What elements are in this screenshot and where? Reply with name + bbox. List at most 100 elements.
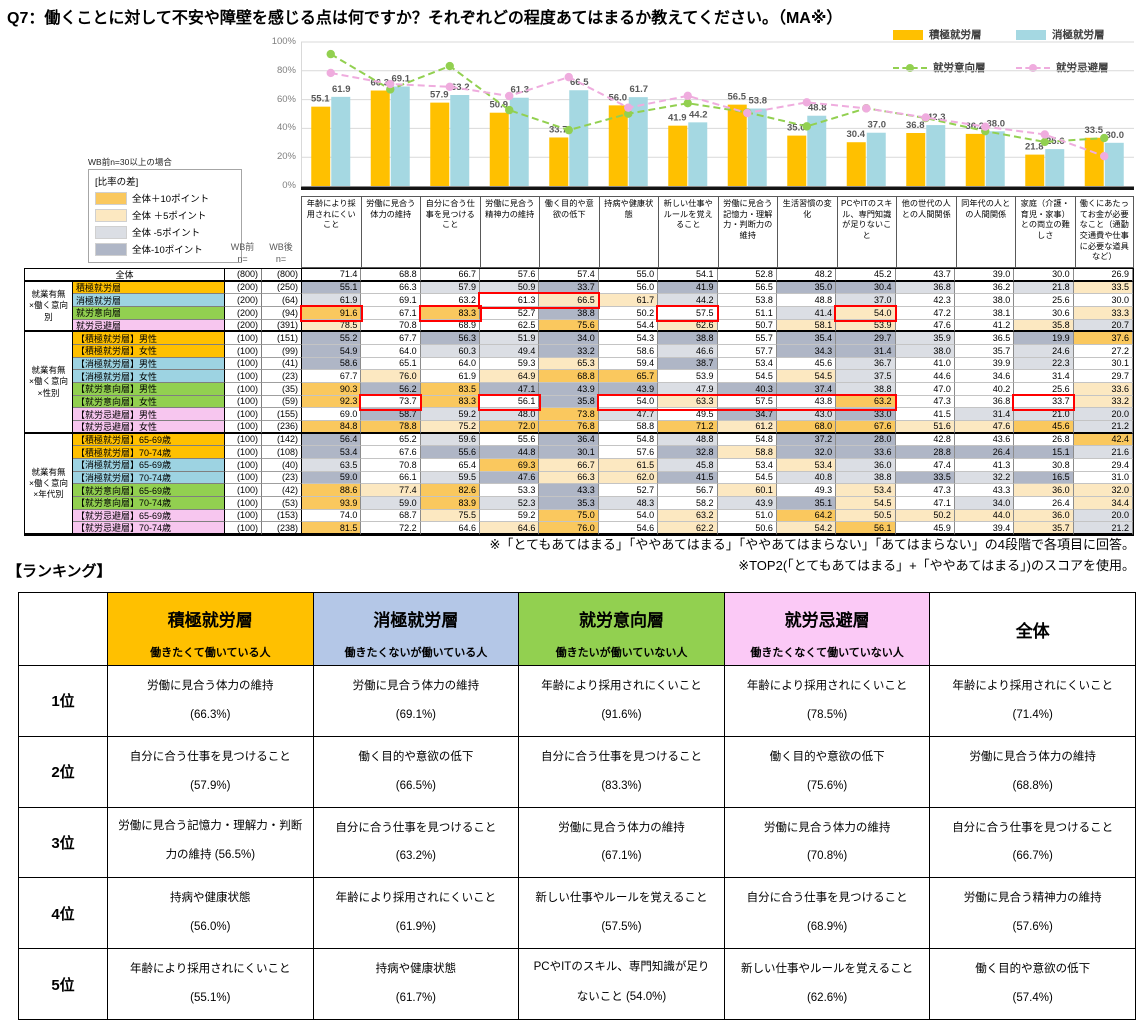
table-cell: 53.4: [302, 446, 362, 459]
bar-label: 41.9: [668, 113, 687, 124]
table-cell: 50.2: [598, 307, 659, 320]
table-cell: 30.1: [539, 446, 599, 459]
table-cell: 76.8: [539, 421, 599, 434]
ranking-item-pct: (71.4%): [1012, 708, 1053, 721]
table-cell: 31.4: [1014, 370, 1074, 383]
table-cell: 50.6: [717, 522, 777, 535]
table-row-label: 【就労忌避層】70-74歳: [73, 522, 225, 535]
diff-legend-swatch: [95, 208, 127, 222]
table-cell: 24.6: [1014, 345, 1074, 358]
ranking-item-pct: (78.5%): [806, 708, 848, 721]
ranking-item-pct: (57.9%): [190, 779, 231, 792]
table-cell: 41.5: [895, 408, 955, 421]
table-cell: 53.4: [836, 484, 896, 497]
diff-legend-title: [比率の差]: [95, 177, 139, 188]
table-cell: 25.6: [1014, 294, 1074, 307]
table-n-value: (200): [225, 307, 262, 320]
table-cell: 30.8: [1014, 459, 1074, 472]
table-cell: 38.7: [658, 357, 718, 371]
bar-shokyoku: [926, 125, 946, 186]
ranking-item-name: 自分に合う仕事を見つけること: [335, 821, 497, 834]
line-marker: [1100, 151, 1109, 161]
bar-shokyoku: [331, 96, 351, 186]
table-cell: 39.0: [954, 269, 1015, 282]
table-cell: 27.2: [1073, 345, 1133, 358]
table-cell: 38.8: [658, 332, 718, 345]
table-cell: 63.3: [658, 395, 718, 409]
table-cell: 47.4: [895, 459, 955, 472]
table-cell: 48.2: [776, 269, 837, 282]
ranking-item-cell: 労働に見合う体力の維持 (69.1%): [312, 665, 519, 736]
table-cell: 37.6: [1073, 332, 1133, 345]
ranking-item-pct: (70.8%): [806, 850, 848, 863]
table-cell: 42.4: [1073, 433, 1133, 447]
ranking-column-name: 積極就労層: [167, 611, 253, 630]
y-axis-tick: 40%: [276, 122, 296, 134]
table-cell: 76.0: [361, 370, 421, 383]
table-cell: 61.7: [598, 294, 659, 307]
table-cell: 34.6: [954, 370, 1015, 383]
legend-label: 消極就労層: [1052, 29, 1105, 41]
table-row-label: 【消極就労層】女性: [73, 370, 225, 383]
table-cell: 39.9: [954, 357, 1015, 371]
ranking-item-pct: (91.6%): [601, 708, 642, 721]
ranking-item-cell: 年齢により採用されにくいこと (91.6%): [518, 665, 724, 736]
line-marker: [1040, 137, 1049, 147]
bar-label: 37.0: [868, 120, 887, 131]
table-n-value: (23): [262, 471, 302, 485]
ranking-item-pct: (57.6%): [1012, 921, 1053, 934]
table-cell: 90.3: [302, 383, 362, 396]
bar-label: 33.7: [549, 124, 568, 135]
table-cell: 66.1: [361, 471, 421, 485]
bar-label: 44.2: [689, 109, 708, 120]
legend-item-shokyoku: 消極就労層: [1016, 27, 1105, 42]
table-cell: 29.4: [1073, 459, 1133, 472]
table-cell: 59.3: [480, 357, 540, 371]
table-cell: 54.6: [598, 522, 659, 535]
y-axis-tick: 80%: [276, 64, 296, 76]
bar-label: 33.5: [1085, 125, 1104, 136]
table-n-value: (800): [225, 269, 262, 282]
line-marker: [683, 91, 692, 101]
ranking-item-name: 新しい仕事やルールを覚えること: [741, 963, 914, 976]
bar-sekkyoku: [727, 104, 747, 186]
table-cell: 31.4: [836, 345, 896, 358]
line-marker: [326, 68, 335, 78]
table-cell: 66.3: [361, 281, 421, 295]
bar-shokyoku: [628, 97, 648, 186]
line-marker: [505, 91, 514, 101]
table-cell: 33.5: [895, 471, 955, 485]
table-cell: 54.5: [717, 370, 777, 383]
table-cell: 54.9: [302, 345, 362, 358]
ranking-item-pct: (61.7%): [395, 992, 437, 1005]
table-cell: 47.3: [895, 395, 955, 409]
table-cell: 40.2: [954, 383, 1015, 396]
table-cell: 26.9: [1073, 269, 1133, 282]
table-cell: 21.2: [1073, 421, 1133, 434]
table-cell: 37.4: [776, 383, 837, 396]
ranking-item-name: 年齢により採用されにくいこと: [541, 679, 702, 692]
table-row-label: 【就労忌避層】女性: [73, 421, 225, 434]
table-n-value: (42): [262, 484, 302, 497]
table-cell: 68.7: [361, 509, 421, 523]
table-cell: 47.6: [895, 319, 955, 333]
table-cell: 33.7: [539, 281, 599, 295]
bar-label: 56.0: [609, 92, 628, 103]
bar-shokyoku: [747, 108, 767, 186]
ranking-item-cell: 労働に見合う精神力の維持 (57.6%): [929, 877, 1135, 949]
table-cell: 35.8: [539, 395, 599, 409]
table-cell: 43.3: [954, 484, 1015, 497]
table-row-label: 【就労意向層】女性: [73, 395, 225, 409]
table-cell: 31.4: [954, 408, 1015, 421]
table-cell: 52.7: [598, 484, 659, 497]
ranking-item-cell: 年齢により採用されにくいこと (78.5%): [723, 665, 930, 736]
diff-legend-label: 全体-10ポイント: [132, 245, 203, 256]
table-n-value: (100): [225, 357, 262, 371]
diff-legend-item: 全体 -5ポイント: [95, 225, 235, 239]
table-cell: 57.6: [480, 269, 540, 282]
table-cell: 47.2: [895, 307, 955, 320]
ranking-item-cell: 年齢により採用されにくいこと (71.4%): [929, 665, 1135, 736]
table-cell: 29.7: [1073, 370, 1133, 383]
diff-legend-label: 全体 -5ポイント: [132, 228, 201, 239]
table-cell: 83.5: [420, 383, 481, 396]
